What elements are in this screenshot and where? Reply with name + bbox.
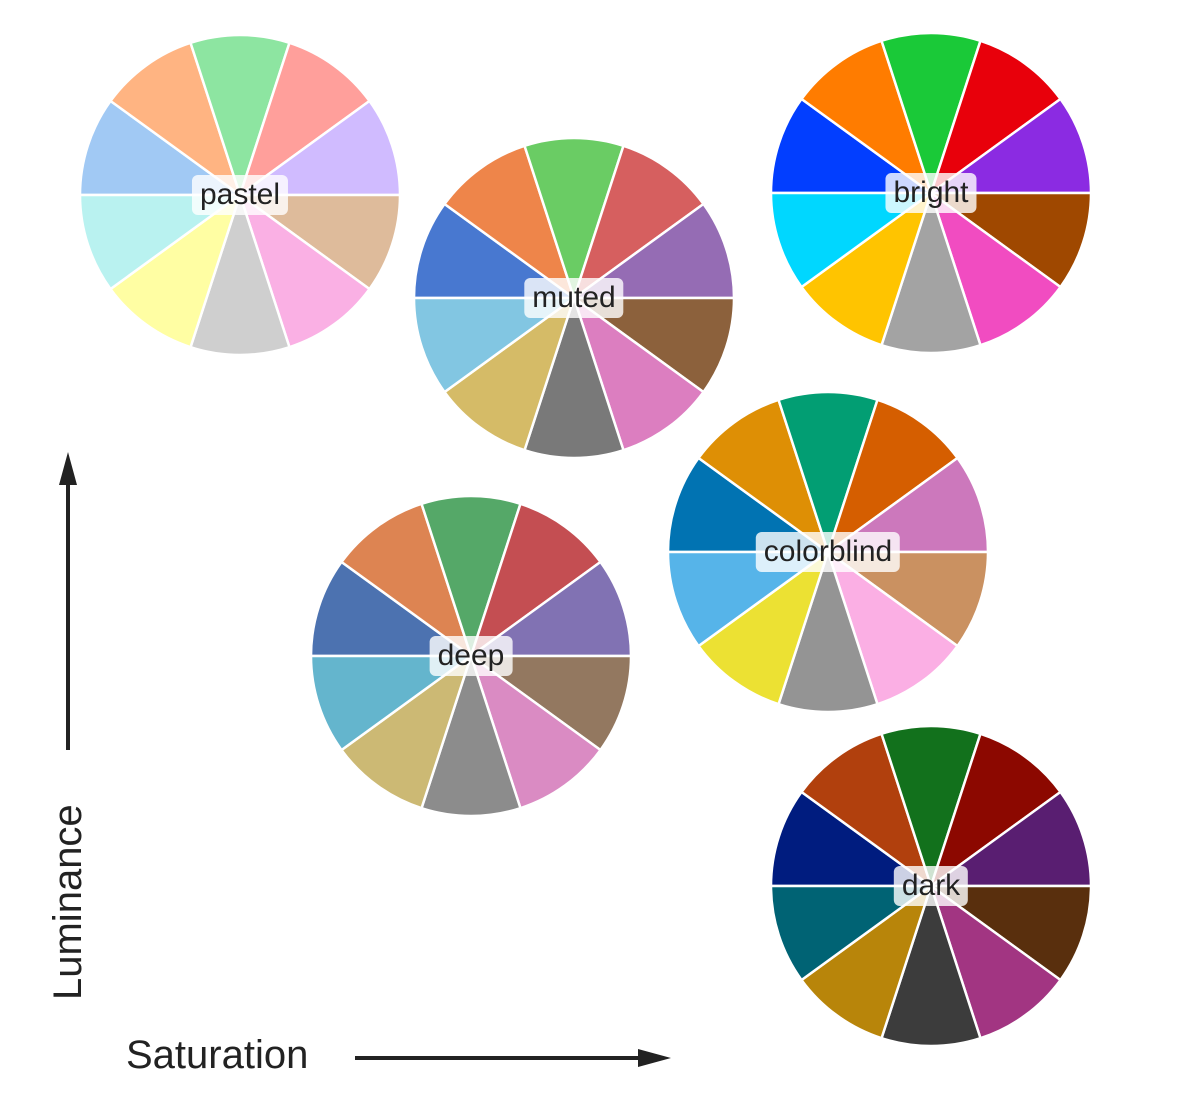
wedge-dark-6 xyxy=(929,884,1062,1040)
wedge-bright-2 xyxy=(880,31,982,195)
palette-wheel-dark xyxy=(769,724,1093,1048)
wedge-pastel-6 xyxy=(238,193,371,349)
wedge-muted-0 xyxy=(412,202,576,300)
wedge-pastel-2 xyxy=(189,33,291,197)
wheel-label-pastel: pastel xyxy=(191,175,289,215)
wedge-deep-5 xyxy=(469,654,633,752)
wedge-colorblind-5 xyxy=(826,550,990,648)
wedge-bright-0 xyxy=(769,97,933,195)
wedge-dark-2 xyxy=(880,724,982,888)
wheel-label-deep: deep xyxy=(429,636,513,676)
wedge-bright-7 xyxy=(880,191,982,355)
wedge-dark-9 xyxy=(769,884,933,982)
wedge-colorblind-3 xyxy=(826,398,959,554)
wedge-colorblind-2 xyxy=(777,390,879,554)
wedge-deep-7 xyxy=(420,654,522,818)
wedge-colorblind-8 xyxy=(697,550,830,706)
wedge-dark-0 xyxy=(769,790,933,888)
wedge-pastel-1 xyxy=(109,41,242,197)
palette-wheels xyxy=(78,31,1093,1048)
wedge-colorblind-4 xyxy=(826,456,990,554)
wedge-muted-7 xyxy=(523,296,625,460)
wedge-bright-1 xyxy=(800,39,933,195)
wheel-label-bright: bright xyxy=(885,173,977,213)
wedge-muted-9 xyxy=(412,296,576,394)
wedge-muted-6 xyxy=(572,296,705,452)
wedge-deep-2 xyxy=(420,494,522,658)
wedge-muted-1 xyxy=(443,144,576,300)
wedge-bright-8 xyxy=(800,191,933,347)
wedge-colorblind-7 xyxy=(777,550,879,714)
wedge-pastel-7 xyxy=(189,193,291,357)
wedge-muted-2 xyxy=(523,136,625,300)
luminance-arrow xyxy=(59,452,77,750)
wedge-pastel-0 xyxy=(78,99,242,197)
wedge-dark-7 xyxy=(880,884,982,1048)
wedge-colorblind-9 xyxy=(666,550,830,648)
wedge-muted-5 xyxy=(572,296,736,394)
wedge-deep-8 xyxy=(340,654,473,810)
wedge-pastel-8 xyxy=(109,193,242,349)
wedge-deep-9 xyxy=(309,654,473,752)
wedge-dark-8 xyxy=(800,884,933,1040)
wedge-deep-0 xyxy=(309,560,473,658)
wedge-colorblind-6 xyxy=(826,550,959,706)
wedge-pastel-4 xyxy=(238,99,402,197)
y-axis-label: Luminance xyxy=(46,804,90,1000)
wedge-colorblind-1 xyxy=(697,398,830,554)
wedge-deep-3 xyxy=(469,502,602,658)
wedge-bright-4 xyxy=(929,97,1093,195)
x-axis-label: Saturation xyxy=(126,1033,309,1077)
wedge-pastel-5 xyxy=(238,193,402,291)
wedge-dark-3 xyxy=(929,732,1062,888)
wedge-dark-4 xyxy=(929,790,1093,888)
wedge-muted-4 xyxy=(572,202,736,300)
wedge-dark-1 xyxy=(800,732,933,888)
wedge-colorblind-0 xyxy=(666,456,830,554)
palette-wheel-colorblind xyxy=(666,390,990,714)
wedge-bright-6 xyxy=(929,191,1062,347)
wedge-muted-3 xyxy=(572,144,705,300)
wedge-muted-8 xyxy=(443,296,576,452)
palette-wheel-muted xyxy=(412,136,736,460)
wedge-pastel-9 xyxy=(78,193,242,291)
palette-wheel-pastel xyxy=(78,33,402,357)
wedge-bright-5 xyxy=(929,191,1093,289)
wedge-dark-5 xyxy=(929,884,1093,982)
wedge-pastel-3 xyxy=(238,41,371,197)
palette-wheel-deep xyxy=(309,494,633,818)
wedge-deep-1 xyxy=(340,502,473,658)
wheel-label-colorblind: colorblind xyxy=(755,532,901,572)
wedge-deep-6 xyxy=(469,654,602,810)
palette-wheel-bright xyxy=(769,31,1093,355)
wheel-label-dark: dark xyxy=(893,866,969,906)
wheel-label-muted: muted xyxy=(524,278,624,318)
wedge-deep-4 xyxy=(469,560,633,658)
wedge-bright-9 xyxy=(769,191,933,289)
wedge-bright-3 xyxy=(929,39,1062,195)
saturation-arrow xyxy=(355,1049,671,1067)
